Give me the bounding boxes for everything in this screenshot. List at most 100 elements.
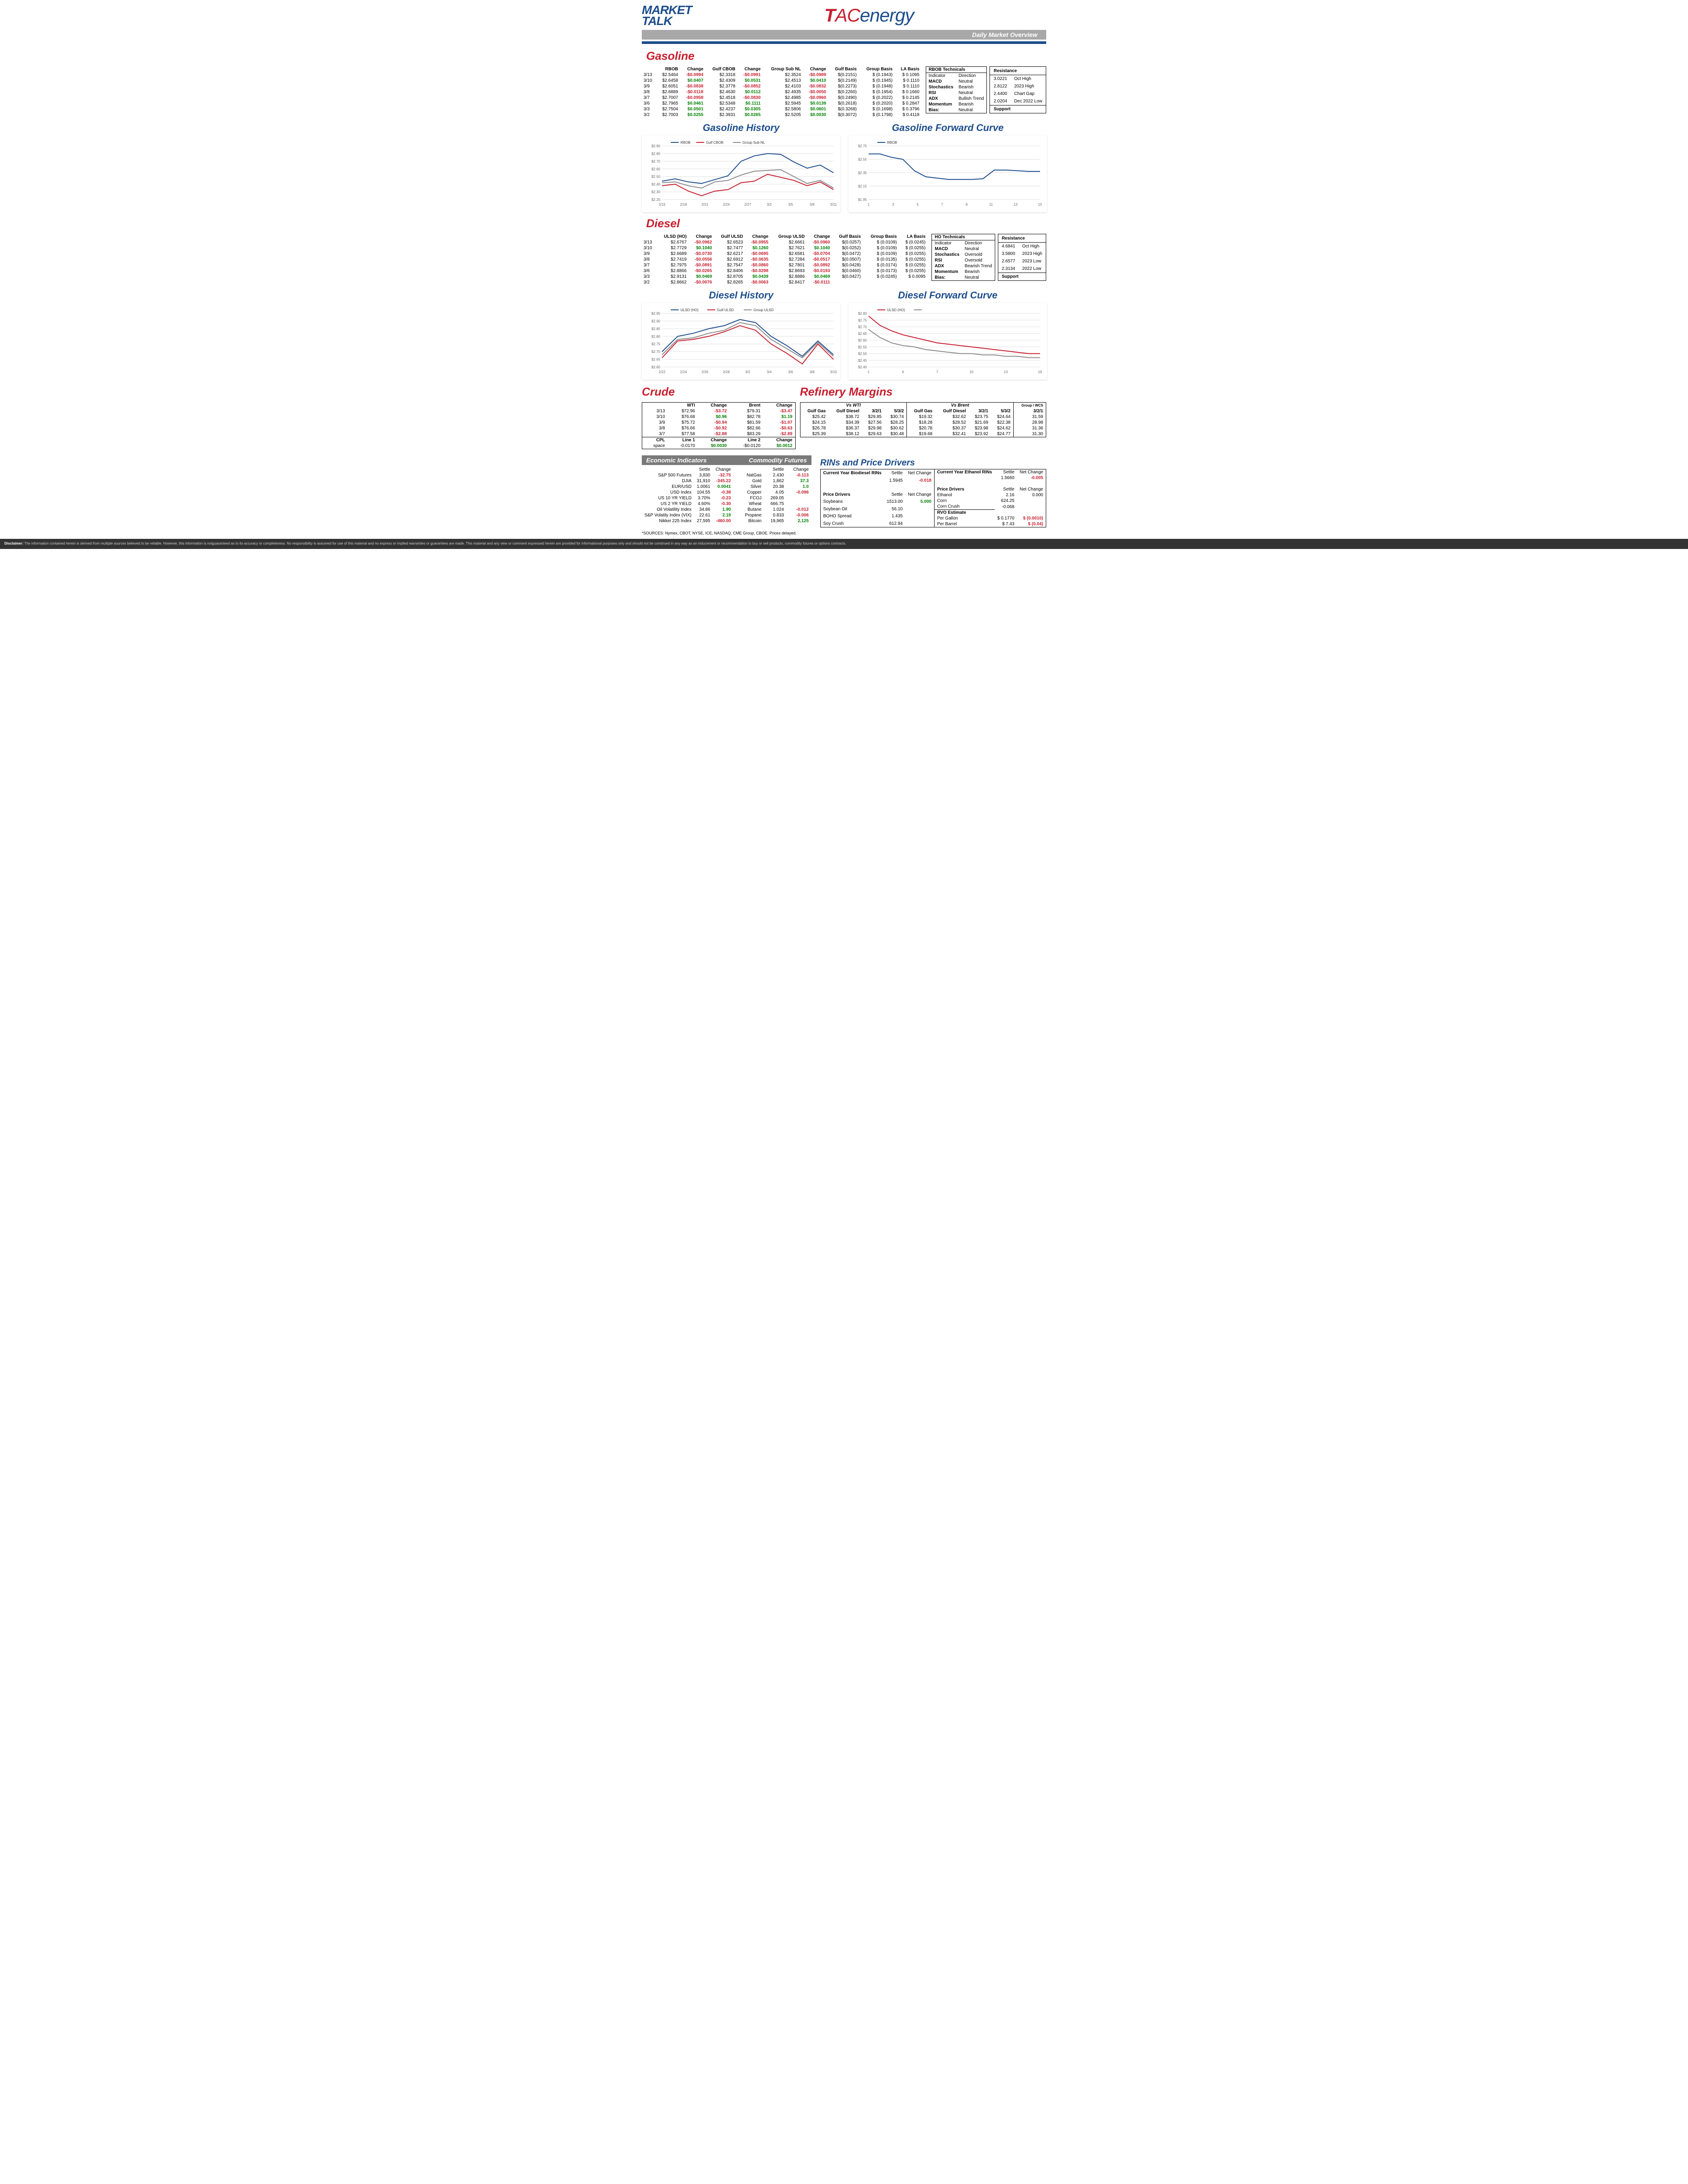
svg-text:5: 5 — [917, 203, 919, 207]
svg-text:ULSD (HO): ULSD (HO) — [887, 308, 905, 312]
svg-text:11: 11 — [989, 203, 993, 207]
rins-right: Current Year Ethanol RINsSettleNet Chang… — [935, 469, 1046, 527]
econ-title-right: Commodity Futures — [749, 457, 807, 464]
diesel-history-title: Diesel History — [642, 290, 840, 301]
market-talk-logo: MARKET TALK — [642, 4, 692, 26]
crude-title: Crude — [642, 385, 796, 399]
diesel-resistance: Resistance4.6841Oct High3.58002023 High2… — [998, 234, 1046, 281]
svg-text:3/8: 3/8 — [810, 203, 815, 207]
diesel-history-chart: $2.60$2.65$2.70$2.75$2.80$2.85$2.90$2.95… — [642, 303, 840, 380]
svg-text:3/4: 3/4 — [767, 370, 772, 374]
svg-text:$2.55: $2.55 — [858, 345, 867, 349]
tac-logo: TACenergy — [692, 5, 1046, 26]
gas-forward-chart: $1.95$2.15$2.35$2.55$2.7513579111315RBOB — [848, 135, 1047, 212]
svg-text:$2.55: $2.55 — [858, 158, 867, 162]
svg-text:$2.20: $2.20 — [651, 198, 661, 202]
svg-text:2/26: 2/26 — [702, 370, 709, 374]
svg-text:$2.65: $2.65 — [651, 358, 661, 362]
svg-text:$2.75: $2.75 — [858, 319, 867, 323]
rins-left: Current Year Biodiesel RINsSettleNet Cha… — [820, 469, 935, 527]
svg-text:$2.95: $2.95 — [651, 312, 661, 316]
svg-text:2/15: 2/15 — [658, 203, 666, 207]
svg-text:2/24: 2/24 — [680, 370, 687, 374]
disclaimer: Disclaimer: The information contained he… — [0, 539, 1688, 549]
svg-text:$2.45: $2.45 — [858, 359, 867, 363]
diesel-table: ULSD (HO)ChangeGulf ULSDChangeGroup ULSD… — [642, 234, 927, 285]
diesel-forward-chart: $2.40 $2.45 $2.50 $2.55 $2.60 $2.65 $2.70 $2.75… — [848, 303, 1047, 380]
svg-text:Group Sub NL: Group Sub NL — [742, 141, 765, 145]
gas-forward-title: Gasoline Forward Curve — [848, 122, 1047, 134]
svg-text:3/2: 3/2 — [767, 203, 772, 207]
svg-text:$2.15: $2.15 — [858, 185, 867, 189]
diesel-title: Diesel — [646, 217, 1046, 230]
svg-text:2/22: 2/22 — [658, 370, 666, 374]
svg-text:1: 1 — [868, 203, 870, 207]
gasoline-resistance: Resistance3.0221Oct High2.81222023 High2… — [990, 66, 1046, 113]
svg-text:3/8: 3/8 — [810, 370, 815, 374]
svg-text:$2.50: $2.50 — [858, 352, 867, 356]
svg-text:$2.65: $2.65 — [858, 332, 867, 336]
svg-text:10: 10 — [970, 370, 974, 374]
gasoline-table: RBOBChangeGulf CBOBChangeGroup Sub NLCha… — [642, 66, 921, 118]
svg-text:16: 16 — [1038, 370, 1042, 374]
svg-text:$2.40: $2.40 — [858, 365, 867, 369]
svg-text:ULSD (HO): ULSD (HO) — [680, 308, 698, 312]
gasoline-technicals: RBOB TechnicalsIndicatorDirectionMACDNeu… — [926, 66, 987, 113]
svg-text:3: 3 — [892, 203, 894, 207]
svg-text:$1.95: $1.95 — [858, 198, 867, 202]
svg-text:2/18: 2/18 — [680, 203, 687, 207]
econ-header: Economic Indicators Commodity Futures — [642, 455, 811, 465]
svg-text:15: 15 — [1038, 203, 1042, 207]
svg-text:RBOB: RBOB — [680, 141, 691, 145]
banner-bar: Daily Market Overview — [642, 30, 1046, 40]
svg-text:$2.90: $2.90 — [651, 320, 661, 323]
svg-text:$2.70: $2.70 — [858, 325, 867, 329]
gasoline-title: Gasoline — [646, 49, 1046, 63]
diesel-forward-title: Diesel Forward Curve — [848, 290, 1047, 301]
svg-text:7: 7 — [936, 370, 939, 374]
banner-text: Daily Market Overview — [972, 31, 1037, 38]
svg-text:$2.60: $2.60 — [651, 167, 661, 171]
svg-text:$2.30: $2.30 — [651, 190, 661, 194]
econ-left-table: SettleChangeS&P 500 Futures3,830-32.75DJ… — [642, 467, 734, 524]
svg-text:$2.70: $2.70 — [651, 160, 661, 164]
logo-line2: TALK — [642, 15, 692, 26]
svg-text:$2.90: $2.90 — [651, 144, 661, 148]
svg-text:$2.50: $2.50 — [651, 175, 661, 179]
sources-note: *SOURCES: Nymex, CBOT, NYSE, ICE, NASDAQ… — [642, 531, 1046, 535]
svg-text:$2.80: $2.80 — [651, 335, 661, 339]
svg-text:RBOB: RBOB — [887, 141, 897, 145]
gas-history-title: Gasoline History — [642, 122, 840, 134]
svg-text:Gulf CBOB: Gulf CBOB — [706, 141, 724, 145]
svg-text:2/27: 2/27 — [744, 203, 751, 207]
svg-text:2/28: 2/28 — [723, 370, 730, 374]
refinery-table: Vs WTIVs BrentGroup / WCSGulf GasGulf Di… — [800, 402, 1046, 437]
diesel-technicals: HO TechnicalsIndicatorDirectionMACDNeutr… — [931, 234, 995, 281]
svg-text:Group ULSD: Group ULSD — [753, 308, 774, 312]
svg-text:$2.75: $2.75 — [858, 144, 867, 148]
svg-text:1: 1 — [868, 370, 870, 374]
svg-text:4: 4 — [902, 370, 904, 374]
svg-text:13: 13 — [1004, 370, 1008, 374]
svg-text:Gulf ULSD: Gulf ULSD — [717, 308, 734, 312]
svg-text:3/6: 3/6 — [788, 370, 793, 374]
svg-text:$2.35: $2.35 — [858, 171, 867, 175]
svg-text:7: 7 — [941, 203, 943, 207]
svg-text:3/11: 3/11 — [830, 203, 837, 207]
svg-text:$2.85: $2.85 — [651, 327, 661, 331]
disclaimer-text: The information contained herein is deri… — [24, 541, 846, 545]
svg-text:3/2: 3/2 — [745, 370, 750, 374]
svg-text:$2.75: $2.75 — [651, 342, 661, 346]
diesel-row: ULSD (HO)ChangeGulf ULSDChangeGroup ULSD… — [642, 234, 1046, 285]
svg-text:3/10: 3/10 — [830, 370, 837, 374]
svg-text:$2.60: $2.60 — [858, 338, 867, 342]
svg-text:13: 13 — [1014, 203, 1018, 207]
svg-text:9: 9 — [966, 203, 968, 207]
refinery-title: Refinery Margins — [800, 385, 1046, 399]
econ-title-left: Economic Indicators — [646, 457, 749, 464]
svg-text:3/5: 3/5 — [788, 203, 793, 207]
svg-text:$2.80: $2.80 — [651, 152, 661, 156]
blue-bar — [642, 41, 1046, 44]
gas-history-chart: $2.20$2.30$2.40$2.50$2.60$2.70$2.80$2.90… — [642, 135, 840, 212]
econ-right-table: SettleChangeNatGas2.430-0.113Gold1,86237… — [738, 467, 811, 524]
